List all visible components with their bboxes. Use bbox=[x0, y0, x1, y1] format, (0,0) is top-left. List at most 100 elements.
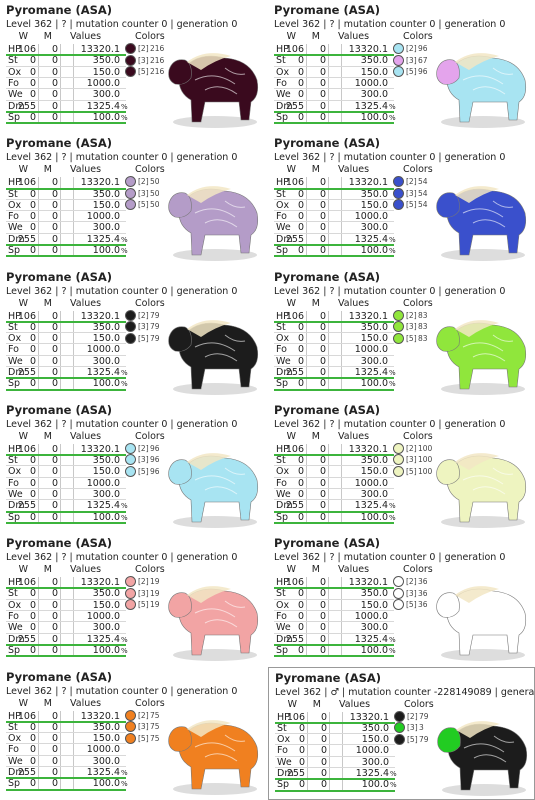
stat-name: We bbox=[8, 222, 23, 234]
stat-mutated: 0 bbox=[51, 44, 58, 55]
column-header: W bbox=[286, 31, 296, 42]
column-divider bbox=[328, 577, 329, 657]
color-id: 96 bbox=[418, 44, 428, 53]
stat-name: St bbox=[276, 55, 286, 67]
color-swatch bbox=[393, 54, 404, 66]
column-header: Colors bbox=[135, 297, 165, 309]
stat-value: 150.0 bbox=[360, 199, 388, 211]
stat-name: Sp bbox=[8, 245, 21, 257]
row-divider bbox=[6, 76, 126, 78]
row-divider bbox=[274, 232, 394, 234]
column-header: W bbox=[286, 164, 296, 176]
color-id: 54 bbox=[418, 177, 428, 187]
stat-mutated: 0 bbox=[319, 321, 326, 333]
stat-mutated: 0 bbox=[51, 367, 58, 379]
stat-value: 150.0 bbox=[92, 333, 120, 345]
stat-wild: 0 bbox=[29, 778, 36, 790]
creature-shape bbox=[436, 192, 460, 218]
color-slot: [3] bbox=[406, 455, 417, 465]
column-divider bbox=[73, 310, 74, 390]
stat-value: 13320.1 bbox=[349, 711, 389, 723]
column-divider bbox=[341, 443, 342, 523]
color-swatch bbox=[393, 199, 404, 211]
stat-mutated: 0 bbox=[319, 477, 326, 489]
stat-wild: 255 bbox=[17, 367, 36, 379]
creature-info: Level 362 | ? | mutation counter 0 | gen… bbox=[274, 552, 506, 564]
stat-name: St bbox=[8, 321, 18, 333]
stat-highlight bbox=[274, 454, 394, 457]
creature-card: Pyromane (ASA) Level 362 | ? | mutation c… bbox=[0, 666, 267, 800]
stat-name: Fo bbox=[8, 611, 19, 623]
color-id: 19 bbox=[150, 577, 160, 587]
color-swatch bbox=[125, 732, 136, 744]
column-divider bbox=[341, 44, 342, 124]
creature-shape bbox=[455, 452, 499, 470]
column-header: W bbox=[286, 297, 296, 309]
stat-name: We bbox=[8, 622, 23, 634]
stat-unit: % bbox=[121, 235, 128, 244]
stat-wild: 255 bbox=[17, 633, 36, 645]
row-divider bbox=[274, 621, 394, 623]
stat-wild: 0 bbox=[297, 245, 304, 257]
column-divider bbox=[60, 310, 61, 390]
stat-wild: 0 bbox=[29, 222, 36, 234]
column-header: M bbox=[43, 31, 52, 42]
column-divider bbox=[341, 310, 342, 390]
stat-highlight bbox=[6, 510, 126, 513]
stat-unit: % bbox=[121, 769, 128, 777]
color-swatch bbox=[393, 43, 404, 54]
color-id: 36 bbox=[418, 600, 428, 610]
stat-name: Fo bbox=[8, 77, 19, 89]
color-swatch bbox=[393, 66, 404, 77]
stat-wild: 0 bbox=[297, 66, 304, 78]
stat-value: 100.0 bbox=[92, 778, 120, 790]
stat-wild: 0 bbox=[29, 622, 36, 634]
stat-unit: % bbox=[389, 369, 396, 378]
stat-mutated: 0 bbox=[51, 245, 58, 257]
creature-name: Pyromane (ASA) bbox=[6, 402, 113, 417]
stat-name: Dm bbox=[8, 367, 25, 379]
stat-value: 1325.4 bbox=[86, 100, 120, 112]
stat-name: We bbox=[276, 355, 291, 367]
column-divider bbox=[73, 443, 74, 523]
row-divider bbox=[6, 198, 126, 200]
creature-info: Level 362 | ? | mutation counter 0 | gen… bbox=[6, 285, 238, 297]
stat-highlight bbox=[274, 587, 394, 590]
creature-card: Pyromane (ASA) Level 362 | ? | mutation c… bbox=[268, 133, 535, 267]
stat-name: Ox bbox=[277, 734, 291, 746]
row-divider bbox=[6, 598, 126, 600]
row-divider bbox=[6, 343, 126, 345]
stat-mutated: 0 bbox=[319, 611, 326, 623]
stat-mutated: 0 bbox=[319, 644, 326, 656]
creature-shape bbox=[463, 735, 515, 762]
stat-wild: 0 bbox=[298, 722, 305, 734]
color-swatch bbox=[125, 599, 136, 611]
stat-value: 300.0 bbox=[361, 756, 389, 768]
stat-value: 300.0 bbox=[92, 755, 120, 767]
stat-highlight bbox=[274, 510, 394, 513]
color-id: 19 bbox=[150, 588, 160, 598]
stat-highlight bbox=[6, 388, 126, 391]
stat-name: Fo bbox=[276, 611, 287, 623]
stat-mutated: 0 bbox=[51, 344, 58, 356]
creature-shape bbox=[194, 467, 246, 495]
stat-highlight bbox=[6, 587, 126, 590]
stat-value: 100.0 bbox=[92, 644, 120, 656]
stat-wild: 255 bbox=[285, 367, 304, 379]
stat-value: 150.0 bbox=[360, 599, 388, 611]
stat-wild: 0 bbox=[297, 355, 304, 367]
stat-value: 150.0 bbox=[360, 466, 388, 478]
stat-name: Sp bbox=[276, 111, 289, 123]
stat-highlight bbox=[274, 388, 394, 391]
stat-unit: % bbox=[389, 380, 396, 389]
stat-unit: % bbox=[389, 235, 396, 244]
stat-wild: 0 bbox=[297, 466, 304, 478]
stat-unit: % bbox=[121, 102, 128, 111]
stat-name: Dm bbox=[8, 500, 25, 512]
stat-name: Ox bbox=[8, 333, 22, 345]
stat-mutated: 0 bbox=[319, 177, 326, 189]
creature-info: Level 362 | ? | mutation counter 0 | gen… bbox=[6, 152, 238, 164]
creature-image bbox=[168, 53, 259, 128]
stat-unit: % bbox=[121, 513, 128, 522]
column-divider bbox=[73, 177, 74, 257]
